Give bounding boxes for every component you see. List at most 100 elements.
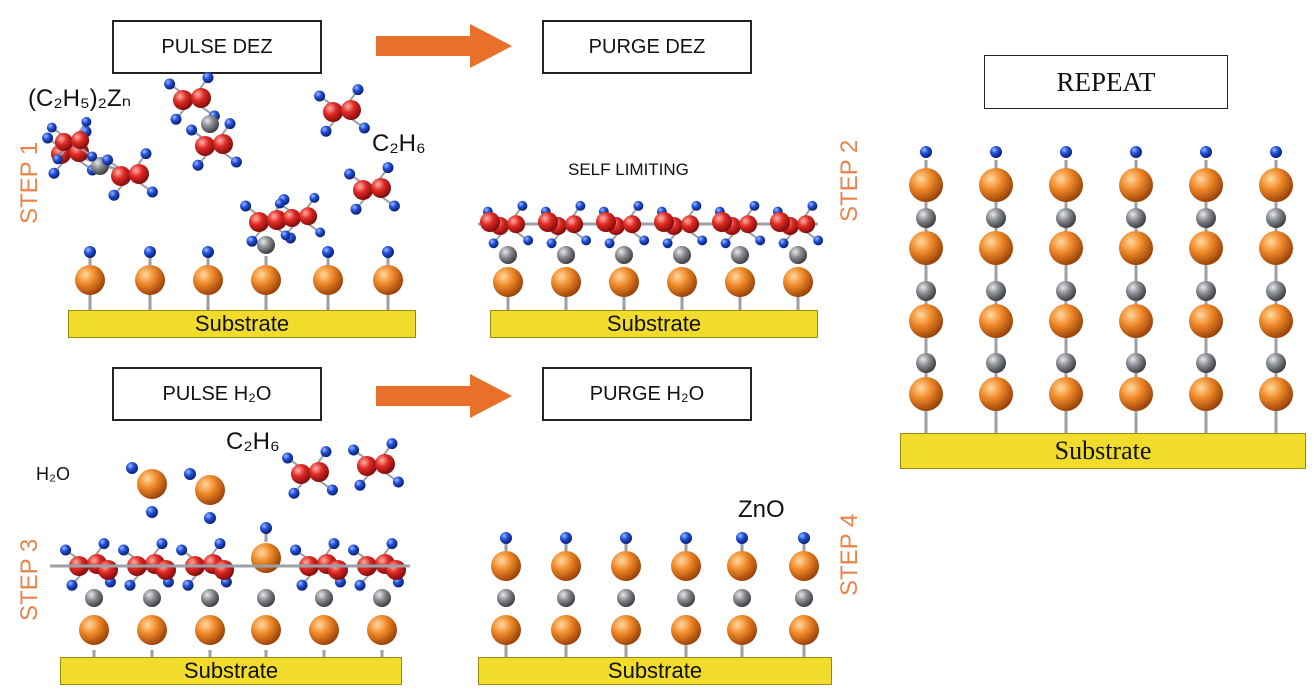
atom-h (87, 151, 98, 162)
atom-zn (1189, 377, 1223, 411)
atom-h (328, 538, 340, 550)
atom-h (184, 468, 196, 480)
atom-h (350, 203, 362, 215)
atom-zn (193, 265, 223, 295)
atom-h (170, 113, 182, 125)
ethane-label-top: C₂H₆ (372, 130, 426, 157)
atom-o (328, 560, 348, 580)
atom-h (488, 238, 499, 249)
atom-h (315, 227, 326, 238)
atom-c (1056, 353, 1076, 373)
atom-c (916, 281, 936, 301)
atom-c (1196, 208, 1216, 228)
atom-zn (79, 615, 109, 645)
atom-zn (137, 469, 167, 499)
atom-o (54, 133, 73, 151)
atom-o (681, 215, 700, 234)
atom-o (770, 212, 790, 232)
atom-c (499, 246, 517, 264)
atom-h (230, 156, 242, 168)
atom-zn (909, 304, 943, 338)
atom-h (224, 118, 236, 130)
atom-h (798, 532, 810, 544)
atom-h (146, 186, 158, 198)
ethane-label-bottom: C₂H₆ (226, 428, 280, 455)
water-label: H₂O (36, 464, 70, 484)
atom-o (739, 215, 758, 234)
substrate-step1: Substrate (68, 310, 416, 338)
atom-zn (671, 551, 701, 581)
atom-h (282, 452, 294, 464)
atom-c (673, 246, 691, 264)
atom-o (654, 212, 674, 232)
substrate-repeat: Substrate (900, 433, 1306, 469)
atom-h (84, 246, 96, 258)
atom-h (639, 235, 650, 246)
atom-h (575, 200, 586, 211)
atom-c (1266, 281, 1286, 301)
pulse-h2o-box: PULSE H₂O (112, 367, 322, 421)
atom-o (71, 131, 90, 150)
atom-zn (313, 265, 343, 295)
arrow-pulse-to-purge-h2o (376, 374, 512, 418)
atom-c (731, 246, 749, 264)
atom-h (778, 238, 789, 249)
atom-h (386, 538, 398, 550)
atom-o (712, 212, 732, 232)
atom-zn (1119, 231, 1153, 265)
atom-h (581, 235, 592, 246)
atom-h (348, 544, 360, 556)
atom-h (280, 230, 291, 241)
atom-h (604, 238, 615, 249)
atom-h (240, 200, 252, 212)
atom-c (1196, 353, 1216, 373)
atom-h (176, 544, 188, 556)
atom-h (1270, 146, 1282, 158)
atom-h (662, 238, 673, 249)
atom-zn (979, 377, 1013, 411)
atom-h (813, 235, 824, 246)
atom-h (990, 146, 1002, 158)
atom-o (565, 215, 584, 234)
atom-zn (611, 551, 641, 581)
atom-h (354, 579, 366, 591)
atom-o (299, 207, 318, 226)
atom-h (42, 132, 54, 144)
atom-o (623, 215, 642, 234)
atom-o (797, 215, 816, 234)
atom-zn (1189, 304, 1223, 338)
atom-c (557, 589, 575, 607)
atom-h (326, 484, 338, 496)
atom-o (173, 90, 193, 110)
atom-c (1266, 353, 1286, 373)
atom-zn (493, 267, 523, 297)
atom-h (546, 238, 557, 249)
pulse-dez-box: PULSE DEZ (112, 20, 322, 74)
atom-h (246, 235, 258, 247)
atom-zn (251, 615, 281, 645)
atom-zn (789, 615, 819, 645)
atom-zn (1259, 231, 1293, 265)
atom-h (204, 512, 216, 524)
atom-h (274, 198, 285, 209)
atom-zn (789, 551, 819, 581)
atom-o (386, 560, 406, 580)
atom-h (66, 579, 78, 591)
atom-zn (909, 168, 943, 202)
atom-zn (1189, 231, 1223, 265)
atom-o (267, 210, 287, 230)
atom-zn (491, 551, 521, 581)
atom-c (201, 115, 219, 133)
atom-zn (727, 615, 757, 645)
atom-h (126, 462, 138, 474)
atom-o (249, 212, 269, 232)
atom-c (85, 589, 103, 607)
atom-h (736, 532, 748, 544)
atom-zn (909, 377, 943, 411)
atom-o (341, 100, 361, 120)
atom-zn (135, 265, 165, 295)
atom-o (371, 178, 391, 198)
molecule-layer (42, 72, 1293, 657)
atom-c (986, 281, 1006, 301)
